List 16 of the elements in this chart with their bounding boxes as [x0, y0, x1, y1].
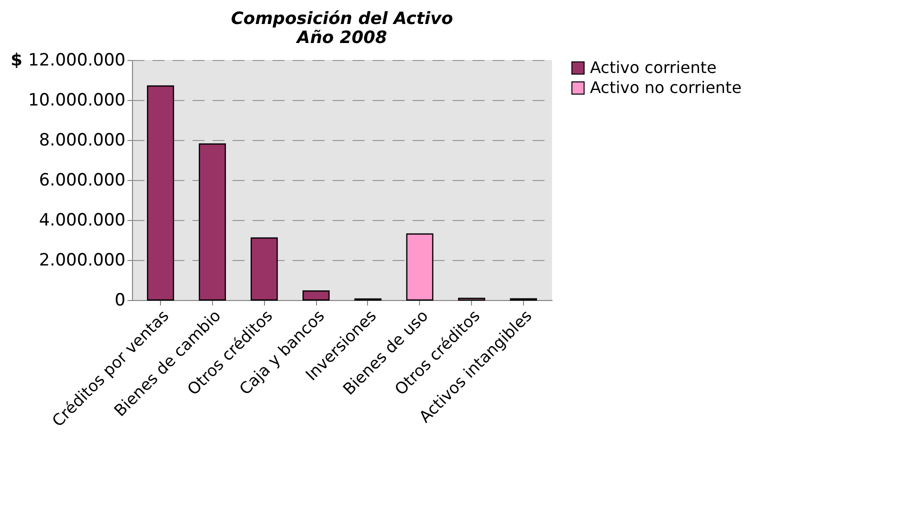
- bar: [146, 85, 174, 301]
- bar: [302, 290, 330, 301]
- y-tick-label: 0: [114, 290, 126, 310]
- y-tick-label: 12.000.000: [28, 50, 126, 70]
- bar: [250, 237, 278, 301]
- y-tick-label: 4.000.000: [38, 210, 126, 230]
- bar: [198, 143, 226, 301]
- legend-label: Activo no corriente: [590, 78, 742, 97]
- chart-title: Composición del Activo Año 2008: [230, 9, 454, 48]
- y-tick-label: 8.000.000: [38, 130, 126, 150]
- y-tick-label: 2.000.000: [38, 250, 126, 270]
- y-axis-title: $: [10, 50, 22, 70]
- legend-label: Activo corriente: [590, 58, 717, 77]
- y-tick-label: 6.000.000: [38, 170, 126, 190]
- y-tick-label: 10.000.000: [28, 90, 126, 110]
- bar: [406, 233, 434, 301]
